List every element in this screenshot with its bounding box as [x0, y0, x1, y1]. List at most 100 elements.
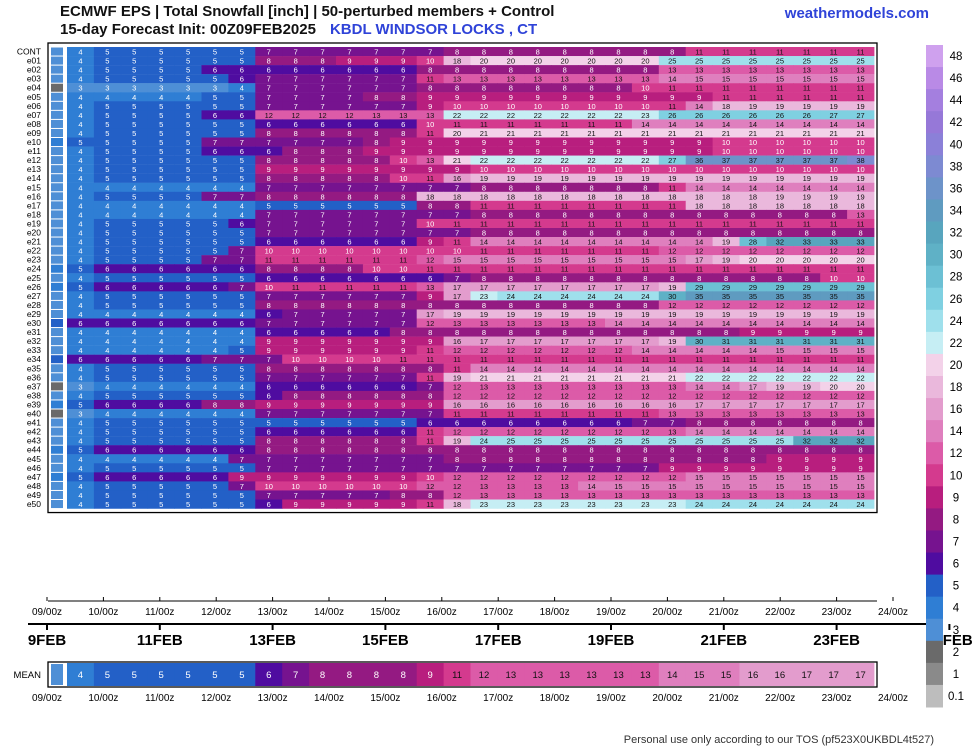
cell-value-label: 11	[453, 219, 461, 228]
mean-value-label: 13	[559, 670, 570, 681]
heatmap-cell	[685, 164, 713, 174]
heatmap-cell	[578, 200, 606, 211]
brand-link[interactable]: weathermodels.com	[784, 5, 929, 22]
cell-value-label: 33	[856, 238, 864, 247]
cell-value-label: 9	[778, 455, 782, 464]
cell-value-label: 5	[159, 147, 163, 156]
heatmap-cell	[443, 92, 471, 102]
cell-value-label: 11	[399, 283, 407, 292]
cell-value-label: 4	[105, 337, 109, 346]
cell-value-label: 3	[132, 84, 136, 93]
cell-value-label: 11	[668, 355, 676, 364]
mean-value-label: 13	[506, 670, 517, 681]
cell-value-label: 6	[159, 473, 163, 482]
cell-value-label: 5	[240, 238, 244, 247]
cell-value-label: 6	[320, 120, 324, 129]
cell-value-label: 6	[347, 382, 351, 391]
heatmap-cell	[658, 182, 687, 192]
cell-value-label: 5	[186, 437, 190, 446]
heatmap-cell	[362, 65, 391, 75]
mean-value-label: 7	[293, 670, 298, 681]
heatmap-cell	[470, 427, 498, 437]
heatmap-cell	[658, 273, 687, 283]
cell-value-label: 8	[320, 129, 324, 138]
heatmap-cell	[739, 218, 767, 229]
heatmap-cell	[255, 264, 283, 274]
heatmap-cell	[497, 65, 525, 75]
heatmap-cell	[766, 481, 794, 491]
heatmap-cell	[362, 191, 391, 202]
heatmap-cell	[255, 309, 283, 319]
cell-value-label: 8	[643, 48, 647, 57]
heatmap-cell	[578, 65, 606, 75]
heatmap-cell	[712, 418, 740, 428]
cell-value-label: 18	[453, 500, 461, 509]
heatmap-cell	[174, 318, 202, 328]
heatmap-cell	[228, 246, 256, 256]
heatmap-cell	[67, 390, 95, 401]
heatmap-cell	[228, 191, 256, 202]
heatmap-cell	[201, 499, 229, 509]
cell-value-label: 13	[560, 319, 568, 328]
row-lead-cell	[51, 83, 63, 92]
heatmap-cell	[416, 164, 444, 174]
heatmap-cell	[605, 146, 633, 156]
heatmap-cell	[820, 255, 848, 265]
cell-value-label: 12	[453, 491, 461, 500]
cell-value-label: 6	[536, 419, 540, 428]
cell-value-label: 7	[294, 219, 298, 228]
cell-value-label: 5	[105, 419, 109, 428]
mean-value-label: 8	[320, 670, 325, 681]
heatmap-cell	[605, 363, 633, 373]
cell-value-label: 19	[776, 310, 784, 319]
cell-value-label: 5	[240, 500, 244, 509]
heatmap-cell	[93, 218, 122, 229]
cell-value-label: 19	[803, 192, 811, 201]
heatmap-cell	[551, 47, 579, 57]
heatmap-cell	[685, 309, 713, 319]
time-tick-label: 18/00z	[540, 607, 570, 618]
date-axis-label: 13FEB	[249, 632, 296, 649]
cell-value-label: 4	[78, 428, 82, 437]
heatmap-cell	[147, 336, 175, 346]
heatmap-cell	[443, 146, 471, 156]
heatmap-cell	[389, 228, 418, 238]
cell-value-label: 11	[588, 120, 596, 129]
cell-value-label: 7	[374, 319, 378, 328]
cell-value-label: 6	[213, 66, 217, 75]
cell-value-label: 5	[105, 165, 109, 174]
heatmap-cell	[147, 372, 175, 383]
heatmap-cell	[174, 418, 202, 428]
heatmap-cell	[120, 418, 149, 428]
heatmap-cell	[470, 318, 498, 328]
cell-value-label: 5	[132, 464, 136, 473]
heatmap-cell	[739, 445, 767, 455]
heatmap-cell	[309, 255, 337, 265]
cell-value-label: 4	[132, 210, 136, 219]
heatmap-cell	[309, 209, 337, 220]
cell-value-label: 16	[560, 400, 568, 409]
cell-value-label: 17	[453, 283, 461, 292]
heatmap-cell	[820, 499, 848, 509]
heatmap-cell	[147, 354, 175, 364]
heatmap-cell	[605, 182, 633, 192]
cell-value-label: 10	[856, 138, 864, 147]
cell-value-label: 22	[856, 373, 864, 382]
cell-value-label: 4	[78, 66, 82, 75]
cell-value-label: 13	[534, 482, 542, 491]
cell-value-label: 10	[318, 482, 326, 491]
cell-value-label: 5	[105, 120, 109, 129]
heatmap-cell	[847, 110, 875, 120]
cell-value-label: 13	[695, 410, 703, 419]
heatmap-cell	[443, 273, 471, 283]
cell-value-label: 10	[695, 165, 703, 174]
cell-value-label: 5	[320, 201, 324, 210]
heatmap-cell	[793, 173, 821, 183]
cell-value-label: 20	[560, 57, 568, 66]
cell-value-label: 14	[749, 364, 757, 373]
heatmap-cell	[443, 300, 471, 310]
cell-value-label: 4	[78, 346, 82, 355]
cell-value-label: 12	[318, 111, 326, 120]
heatmap-cell	[631, 83, 660, 93]
heatmap-cell	[578, 101, 606, 111]
